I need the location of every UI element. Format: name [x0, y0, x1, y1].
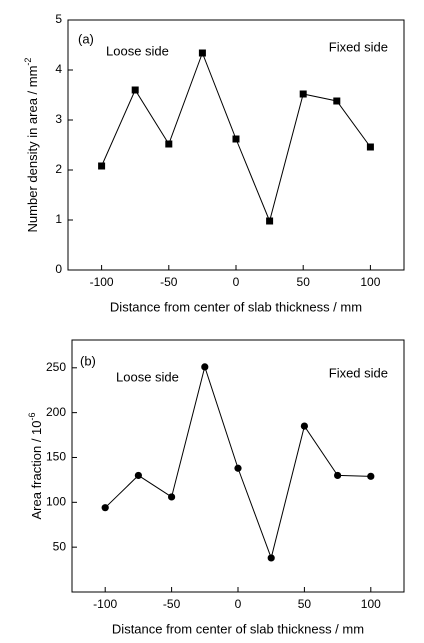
x-tick-label: 100: [361, 597, 381, 611]
marker: [267, 554, 275, 562]
y-axis-label: Number density in area / mm: [25, 66, 40, 233]
annotation: (a): [78, 31, 94, 46]
y-tick-label: 3: [55, 112, 62, 126]
x-tick-label: -100: [90, 275, 114, 289]
data-line: [104, 365, 371, 560]
marker: [234, 464, 242, 472]
x-tick-label: 50: [297, 275, 311, 289]
x-tick-label: -50: [163, 597, 181, 611]
y-axis-label-group: Area fraction / 10-6: [27, 412, 44, 519]
y-tick-label: 5: [55, 12, 62, 26]
y-axis-label-superscript: -2: [23, 58, 33, 66]
annotation: Loose side: [116, 369, 179, 384]
y-tick-label: 4: [55, 62, 62, 76]
y-axis-label: Area fraction / 10: [29, 421, 44, 520]
marker: [165, 140, 173, 148]
annotation: Fixed side: [329, 39, 388, 54]
marker: [366, 143, 374, 151]
y-tick-label: 0: [55, 262, 62, 276]
marker: [333, 97, 341, 105]
x-tick-label: -50: [160, 275, 178, 289]
y-tick-label: 250: [46, 360, 66, 374]
annotation: Fixed side: [329, 365, 388, 380]
x-axis-label: Distance from center of slab thickness /…: [112, 621, 364, 636]
annotation: (b): [80, 353, 96, 368]
marker: [101, 504, 109, 512]
x-axis-label: Distance from center of slab thickness /…: [110, 299, 362, 314]
marker: [198, 49, 206, 57]
marker: [201, 363, 209, 371]
y-tick-label: 150: [46, 450, 66, 464]
x-tick-label: 100: [360, 275, 380, 289]
marker: [300, 422, 308, 430]
marker: [334, 471, 342, 480]
marker: [131, 86, 139, 94]
y-tick-label: 2: [55, 162, 62, 176]
marker: [266, 217, 274, 225]
y-tick-label: 1: [55, 212, 62, 226]
marker: [134, 471, 142, 480]
y-axis-label-superscript: -6: [27, 412, 37, 420]
y-tick-label: 200: [46, 405, 66, 419]
x-tick-label: 50: [298, 597, 312, 611]
x-tick-label: 0: [235, 597, 242, 611]
annotation: Loose side: [106, 43, 169, 58]
y-tick-label: 100: [46, 494, 66, 508]
y-tick-label: 50: [53, 539, 67, 553]
marker: [98, 162, 106, 170]
marker: [232, 135, 240, 143]
y-axis-label-group: Number density in area / mm-2: [23, 58, 40, 233]
marker: [168, 493, 176, 501]
chart-panel: 0 1 2 3 4 5 -100 -50 0 50 100 Distance from center …: [23, 12, 405, 314]
marker: [299, 90, 307, 98]
chart-panel: 50 100 150 200 250 -100 -50 0 50 100 Distance from…: [27, 339, 405, 636]
x-tick-label: 0: [233, 275, 240, 289]
marker: [367, 472, 375, 480]
x-tick-label: -100: [93, 597, 117, 611]
